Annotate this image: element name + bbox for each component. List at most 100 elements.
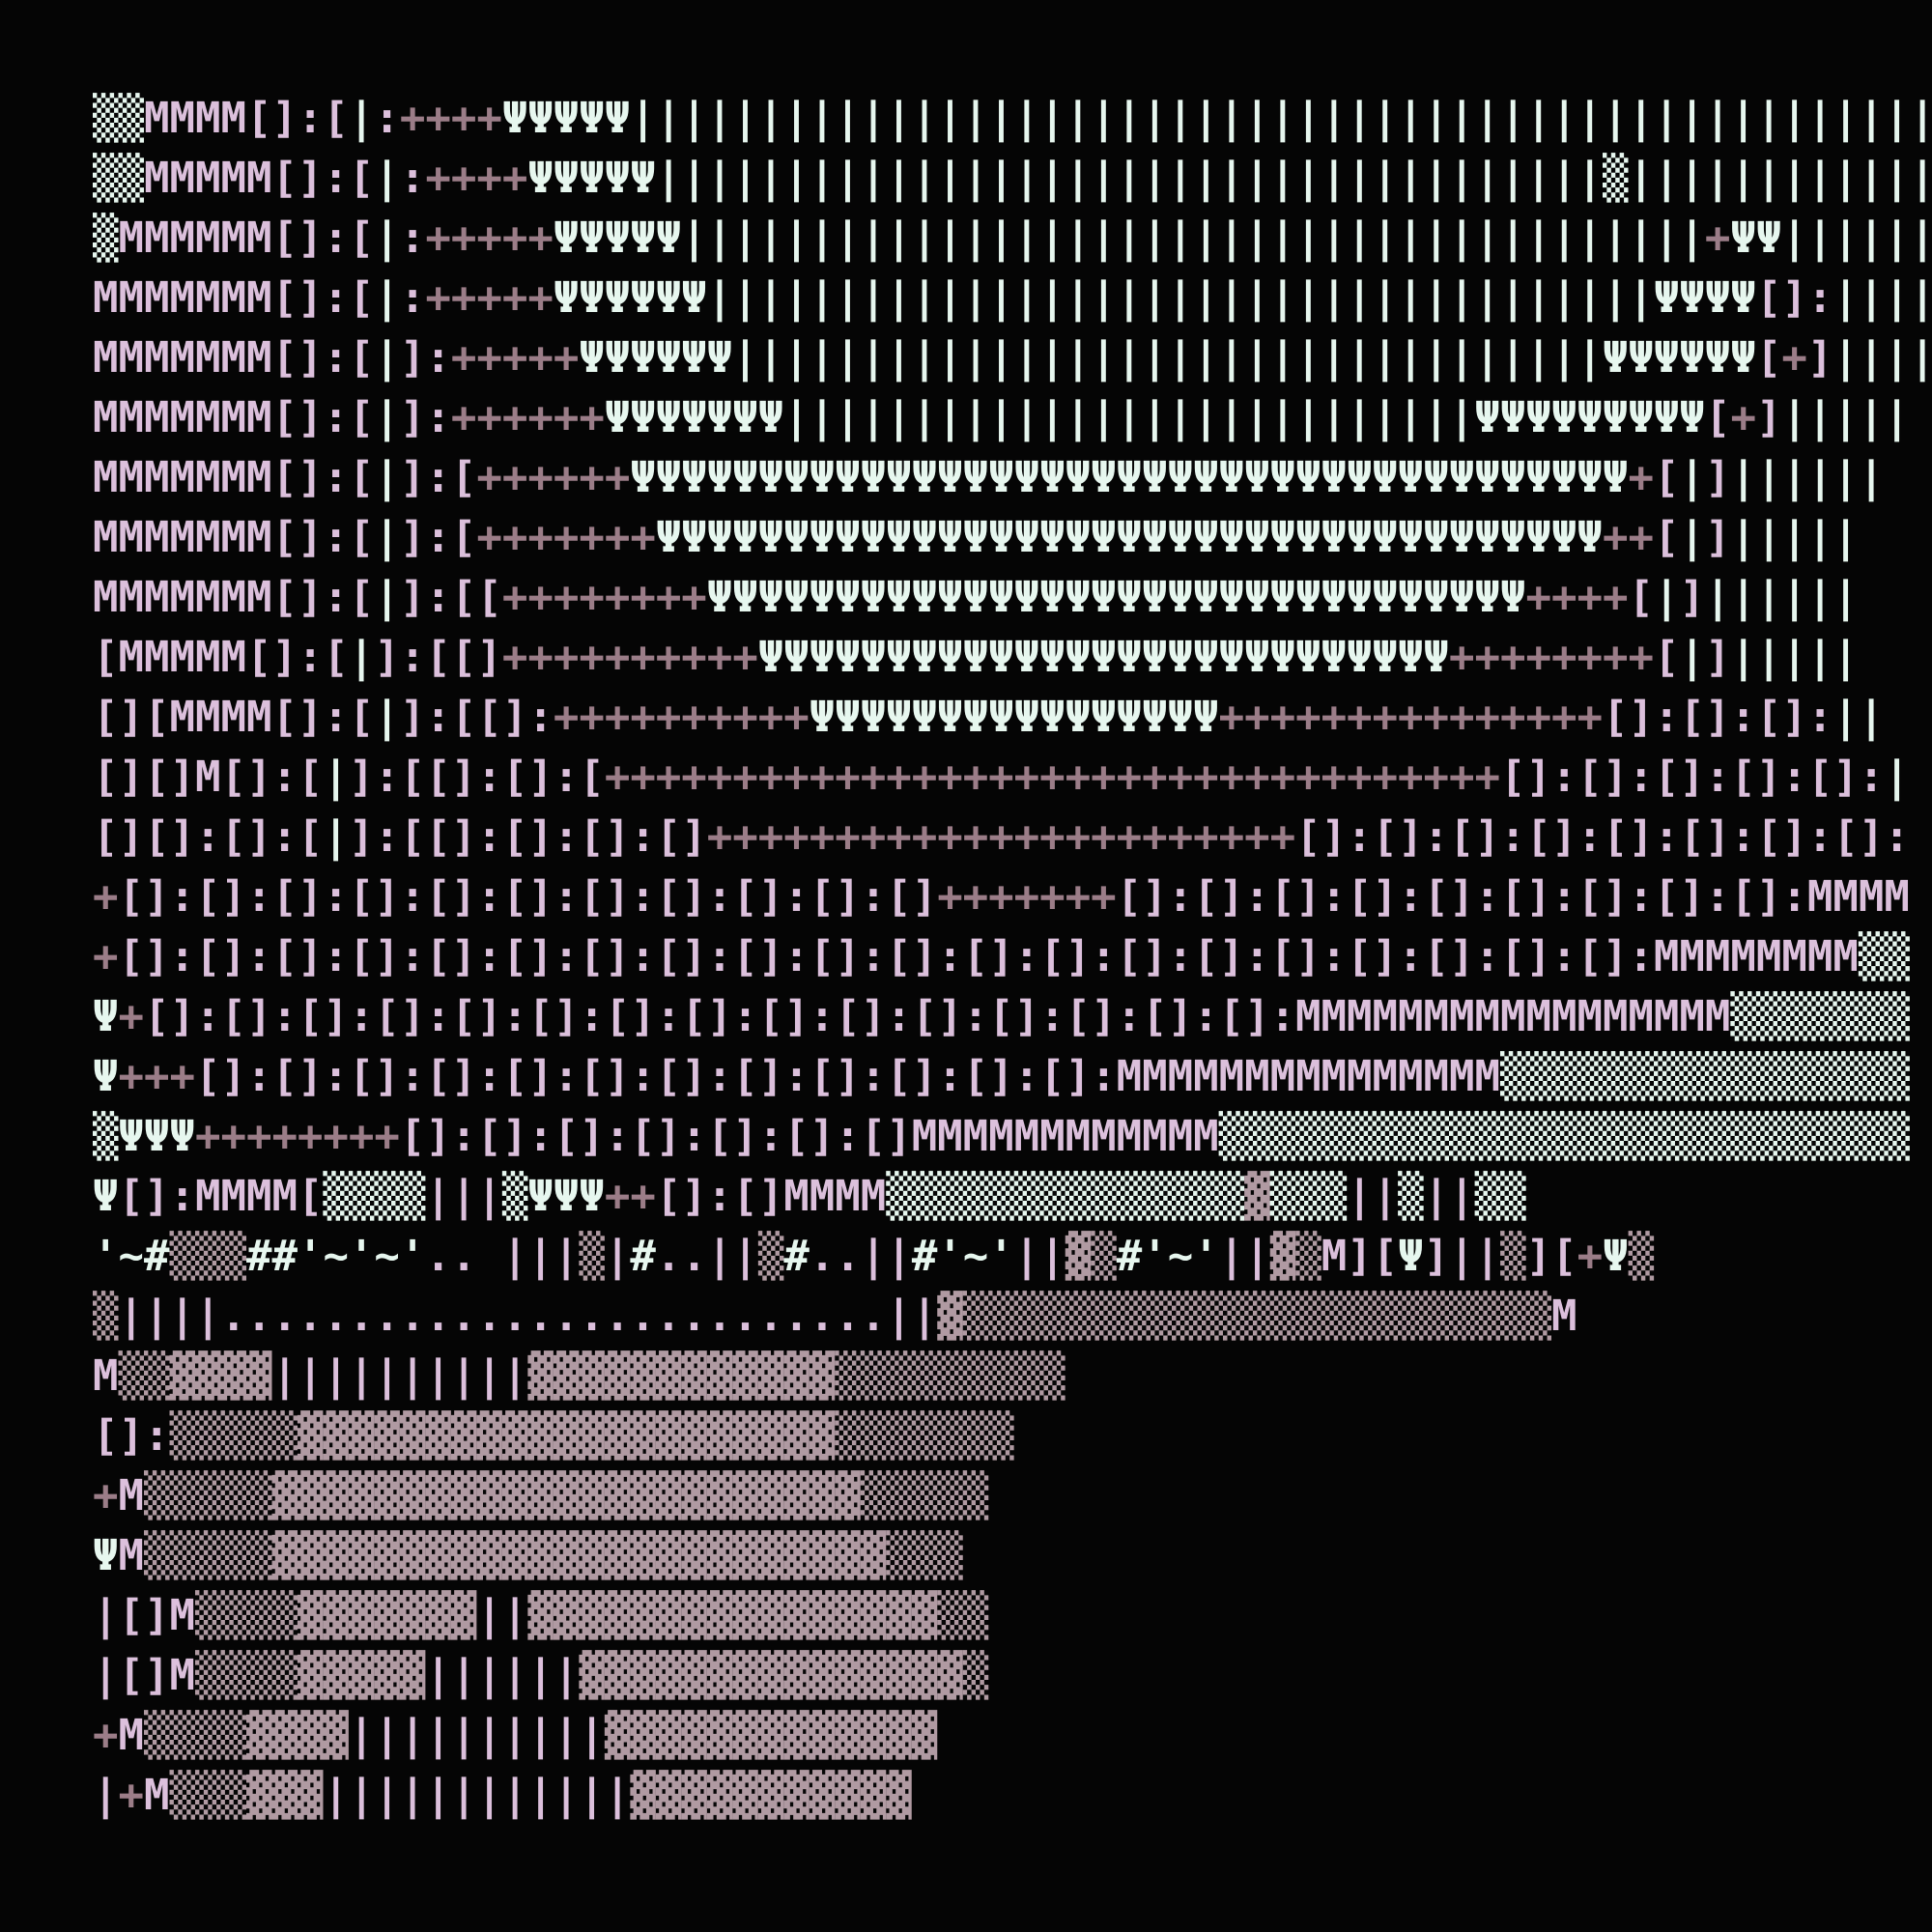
- art-run: MMMM[]:[: [143, 94, 349, 143]
- art-run: [: [1653, 633, 1680, 682]
- art-run: ]:[: [399, 453, 477, 502]
- art-run: []:[]MMMM: [655, 1172, 887, 1221]
- art-run: |||||: [1730, 513, 1859, 562]
- art-run: +: [1577, 1232, 1604, 1281]
- art-run: []:MMMM[: [118, 1172, 324, 1221]
- art-run: ]:[[: [399, 573, 502, 622]
- art-row: [MMMMM[]:[|]:[[]++++++++++ΨΨΨΨΨΨΨΨΨΨΨΨΨΨ…: [93, 628, 1932, 688]
- art-run: ||: [1347, 1172, 1399, 1221]
- art-run: ]: [1679, 573, 1705, 622]
- art-run: ||||||||||: [348, 1711, 605, 1760]
- art-run: ]: [1806, 333, 1833, 383]
- art-run: +++++: [450, 333, 580, 383]
- art-run: [476, 1232, 502, 1281]
- art-run: []:[]:[]:[]:[]:[]:[]:[]:[]:[]:[]:[]:MMMM…: [194, 1052, 1500, 1101]
- art-run: ΨΨΨΨΨΨΨ|||||||||||||||||||||||||||ΨΨΨΨΨΨ…: [604, 393, 1705, 442]
- art-run: ##'~'~': [245, 1232, 426, 1281]
- art-run: M: [118, 1471, 145, 1520]
- art-run: ]: [1704, 453, 1731, 502]
- art-row: Ψ+[]:[]:[]:[]:[]:[]:[]:[]:[]:[]:[]:[]:[]…: [93, 987, 1932, 1047]
- art-run: ]: [1704, 633, 1731, 682]
- art-run: [: [1704, 393, 1731, 442]
- art-run: |: [1679, 633, 1705, 682]
- art-run: Ψ: [1603, 1232, 1629, 1281]
- art-run: |: [348, 633, 375, 682]
- art-run: |||||: [1781, 393, 1910, 442]
- art-row: MMMMMMM[]:[|]:++++++ΨΨΨΨΨΨΨ|||||||||||||…: [93, 388, 1932, 448]
- art-run: MMMMMMM[]:[: [93, 573, 375, 622]
- art-run: +++++++: [476, 513, 656, 562]
- art-run: [][]M[]:[: [93, 753, 324, 802]
- art-run: |: [374, 693, 400, 742]
- art-run: ++++: [1525, 573, 1629, 622]
- art-run: M: [118, 1711, 145, 1760]
- art-run: MMMMMMM[]:[: [93, 273, 375, 323]
- art-run: [][]:[]:[: [93, 812, 324, 862]
- art-run: M][: [1321, 1232, 1399, 1281]
- art-run: ++++++++: [501, 573, 707, 622]
- art-run: MMMMMMM[]:[: [93, 333, 375, 383]
- art-run: ]:[[]:: [399, 693, 554, 742]
- art-run: ]||: [1423, 1232, 1501, 1281]
- art-run: ▒▒▒▒▒▓▓▓▓▓▓▓▓▓▓▓▓▓▓▓▓▓▓▓▓▓▓▓▓▒▒▒: [144, 1531, 963, 1580]
- art-run: #'~': [1116, 1232, 1219, 1281]
- art-run: +++++++++++++++++++++++++++++++++++: [604, 753, 1500, 802]
- art-run: ▓▒: [1269, 1232, 1321, 1281]
- art-run: []:[]:[]:[]:[]:[]:[]MMMMMMMMMMMM: [399, 1112, 1219, 1161]
- art-run: |[]M: [93, 1591, 195, 1640]
- art-run: #: [630, 1232, 656, 1281]
- art-run: ▒▒▒: [169, 1232, 246, 1281]
- art-run: ||||: [1833, 273, 1932, 323]
- art-run: ++++++++: [194, 1112, 400, 1161]
- art-run: ΨΨΨΨΨ|||||||||||||||||||||||||||||||||||…: [553, 213, 1705, 263]
- art-run: +: [93, 932, 119, 981]
- art-run: []:[]:[]:[]:[]:[]:[]:[]:: [1295, 812, 1910, 862]
- art-run: +: [93, 872, 119, 922]
- art-run: M: [118, 1531, 145, 1580]
- art-run: [: [1755, 333, 1782, 383]
- art-run: ++++: [399, 94, 502, 143]
- art-run: MMMMMMM[]:[: [93, 393, 375, 442]
- art-run: +: [93, 1471, 119, 1520]
- art-run: |: [93, 1771, 119, 1820]
- art-run: ▒: [579, 1232, 605, 1281]
- art-run: ΨΨΨΨΨΨΨΨΨΨΨΨΨΨΨΨΨΨΨΨΨΨΨΨΨΨΨΨΨΨΨΨΨΨΨΨΨΨΨ: [630, 453, 1629, 502]
- art-run: ..: [425, 1232, 477, 1281]
- art-run: ++: [1602, 513, 1654, 562]
- art-run: []:[]:[]:[]:[]:: [1500, 753, 1885, 802]
- art-run: []:[]:[]:[]:[]:[]:[]:[]:[]:[]:[]: [118, 872, 938, 922]
- art-run: ]:: [399, 333, 451, 383]
- art-row: ΨM▒▒▒▒▒▓▓▓▓▓▓▓▓▓▓▓▓▓▓▓▓▓▓▓▓▓▓▓▓▒▒▒: [93, 1526, 1932, 1586]
- art-run: Ψ: [93, 1052, 119, 1101]
- art-run: []:[]:[]:[]:[]:[]:[]:[]:[]:[]:[]:[]:[]:[…: [118, 932, 1859, 981]
- art-run: ▒: [757, 1232, 784, 1281]
- art-run: ▒▒▒▒▓▓▓▓▓▓▓: [194, 1591, 477, 1640]
- art-run: ▒▒▓▓▓▓: [118, 1351, 272, 1401]
- art-run: +++++: [425, 213, 554, 263]
- art-run: []:: [1755, 273, 1833, 323]
- art-run: |: [1679, 513, 1705, 562]
- art-run: ]:[: [399, 513, 477, 562]
- art-run: ||: [1013, 1232, 1065, 1281]
- art-run: :: [399, 154, 426, 203]
- art-run: ||||||: [1704, 573, 1859, 622]
- art-run: ||||||||||||: [323, 1771, 631, 1820]
- art-run: |: [374, 273, 400, 323]
- art-run: Ψ: [93, 992, 119, 1041]
- art-row: ▒▒MMMM[]:[|:++++ΨΨΨΨΨ|||||||||||||||||||…: [93, 89, 1932, 149]
- art-run: |: [348, 94, 375, 143]
- art-run: MMMMMMM[]:[: [93, 513, 375, 562]
- art-run: ▓▓▓▓▓▓▓▓▓▓▓▓▓▓▓▓▒▒: [527, 1591, 989, 1640]
- art-run: ||: [1423, 1172, 1475, 1221]
- art-run: |[]M: [93, 1651, 195, 1700]
- art-run: |: [1679, 453, 1705, 502]
- art-run: ]:[[]:[]:[: [348, 753, 605, 802]
- art-run: ||||..........................||: [118, 1292, 938, 1341]
- art-run: MMMMMMM[]:[: [93, 453, 375, 502]
- art-run: ]: [1755, 393, 1782, 442]
- art-run: ▒▒▒▒▒▒▒▒▒▒▒▒▒▒: [886, 1172, 1245, 1221]
- art-row: MMMMMMM[]:[|:+++++ΨΨΨΨΨΨ||||||||||||||||…: [93, 269, 1932, 328]
- art-run: ▓▒: [1065, 1232, 1117, 1281]
- art-run: ++++: [425, 154, 528, 203]
- art-run: ▓▓▓▓▓▓▓▓▓▓▓▓▓: [604, 1711, 938, 1760]
